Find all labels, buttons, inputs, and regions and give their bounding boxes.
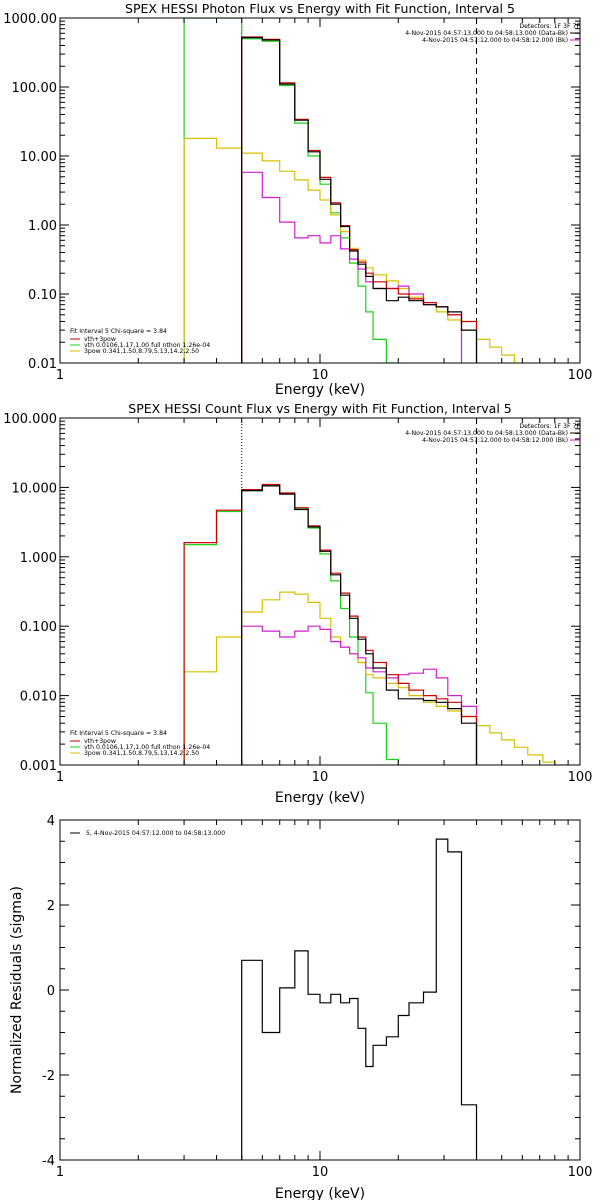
photon-flux-plot-area: 1 10 100 0.01 0.10 1.00 10.00 100.00 1000.00 xyxy=(3,12,592,383)
series-black-0 xyxy=(241,37,478,363)
y-tick-label: 2 xyxy=(47,899,55,914)
x-tick-label: 100 xyxy=(568,1165,593,1180)
count-info-data-interval: 4-Nov-2015 04:57:13.000 to 04:58:13.000 … xyxy=(405,430,568,437)
x-tick-label: 10 xyxy=(312,1165,329,1180)
count-legend-3pow: 3pow 0.341,1.50,8.79,5.13,14.2,2.50 xyxy=(84,750,199,757)
photon-flux-title: SPEX HESSI Photon Flux vs Energy with Fi… xyxy=(125,1,515,16)
count-legend-vth3pow: vth+3pow xyxy=(84,738,116,745)
residuals-legend: 5, 4-Nov-2015 04:57:12.000 to 04:58:13.0… xyxy=(86,830,225,837)
count-legend-vth: vth 0.0106,1.17,1.00 full nthon 1.26e-04 xyxy=(84,744,210,751)
y-tick-label: 1.00 xyxy=(28,219,57,234)
y-tick-label: 0.100 xyxy=(20,620,57,635)
y-tick-label: -4 xyxy=(42,1154,55,1169)
x-tick-label: 1 xyxy=(56,368,64,383)
y-tick-label: 0.010 xyxy=(20,690,57,705)
y-tick-label: 10.000 xyxy=(12,481,58,496)
photon-flux-panel: SPEX HESSI Photon Flux vs Energy with Fi… xyxy=(3,1,592,398)
count-legend-fit: Fit Interval 5 Chi-square = 3.84 xyxy=(70,730,167,737)
photon-legend-3pow: 3pow 0.341,1.50,8.79,5.13,14.2,2.50 xyxy=(84,348,199,355)
series-black-2 xyxy=(241,838,478,1160)
residuals-panel: 1 10 100 -4 -2 0 2 4 5, 4-Nov-2015 04:57:12.000… xyxy=(9,814,592,1200)
y-tick-label: 1000.00 xyxy=(3,12,57,27)
y-tick-label: 0.001 xyxy=(20,759,57,774)
y-tick-label: 1.000 xyxy=(20,551,57,566)
photon-xlabel: Energy (keV) xyxy=(275,382,365,398)
y-tick-label: 0.01 xyxy=(28,357,57,372)
series-red-1 xyxy=(183,483,478,765)
x-tick-label: 10 xyxy=(312,770,329,785)
photon-info-detectors: Detectors: 1F 3F 7F xyxy=(519,23,580,30)
y-tick-label: -2 xyxy=(42,1069,55,1084)
count-flux-panel: SPEX HESSI Count Flux vs Energy with Fit… xyxy=(3,401,592,806)
residuals-ylabel: Normalized Residuals (sigma) xyxy=(9,886,25,1094)
y-tick-label: 100.000 xyxy=(3,412,57,427)
photon-info-bk-interval: 4-Nov-2015 04:57:12.000 to 04:58:12.000 … xyxy=(422,37,568,44)
residuals-plot-area: 1 10 100 -4 -2 0 2 4 xyxy=(42,814,592,1180)
y-tick-label: 0 xyxy=(47,984,55,999)
count-flux-title: SPEX HESSI Count Flux vs Energy with Fit… xyxy=(128,401,511,416)
photon-legend-vth3pow: vth+3pow xyxy=(84,336,116,343)
x-tick-label: 1 xyxy=(56,770,64,785)
photon-info-data-interval: 4-Nov-2015 04:57:13.000 to 04:58:13.000 … xyxy=(405,30,568,37)
count-info-bk-interval: 4-Nov-2015 04:57:12.000 to 04:58:12.000 … xyxy=(422,437,568,444)
count-flux-plot-area: 1 10 100 0.001 0.010 0.100 1.000 10.000 100.000 xyxy=(3,412,592,785)
x-tick-label: 100 xyxy=(568,368,593,383)
count-info-detectors: Detectors: 1F 3F 7F xyxy=(519,423,580,430)
photon-legend-fit: Fit Interval 5 Chi-square = 3.84 xyxy=(70,328,167,335)
y-tick-label: 10.00 xyxy=(20,150,57,165)
x-tick-label: 1 xyxy=(56,1165,64,1180)
y-tick-label: 4 xyxy=(47,814,55,829)
count-xlabel: Energy (keV) xyxy=(275,790,365,806)
y-tick-label: 0.10 xyxy=(28,288,57,303)
x-tick-label: 100 xyxy=(568,770,593,785)
residuals-xlabel: Energy (keV) xyxy=(275,1186,365,1200)
series-black-1 xyxy=(241,485,478,765)
photon-legend-vth: vth 0.0106,1.17,1.00 full nthon 1.26e-04 xyxy=(84,342,210,349)
series-magenta-1 xyxy=(241,625,478,765)
x-tick-label: 10 xyxy=(312,368,329,383)
series-green-0 xyxy=(183,18,399,363)
y-tick-label: 100.00 xyxy=(12,81,58,96)
